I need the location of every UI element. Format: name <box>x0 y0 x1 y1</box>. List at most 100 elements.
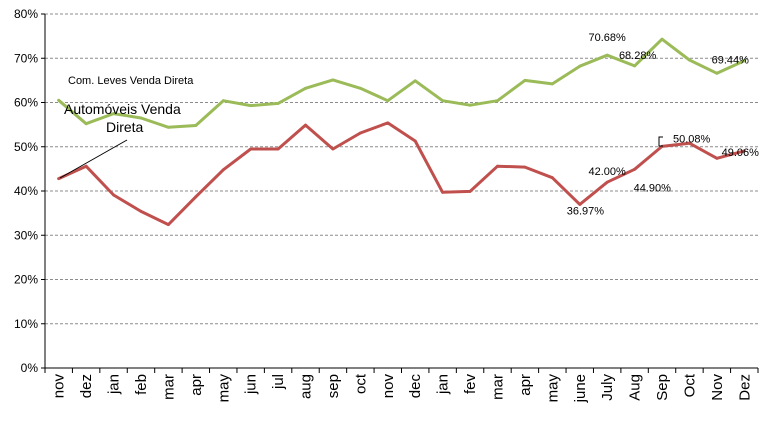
series <box>57 37 746 227</box>
x-tick-label: jan <box>435 374 452 395</box>
data-point <box>578 203 582 206</box>
x-tick-label: Aug <box>627 374 644 401</box>
data-point <box>578 64 582 68</box>
data-point <box>194 195 198 199</box>
data-point <box>386 99 390 103</box>
data-point <box>139 116 143 120</box>
x-tick-label: dec <box>407 374 424 399</box>
data-label: 50.08% <box>673 133 711 145</box>
data-point <box>167 125 170 129</box>
x-tick-label: July <box>599 374 616 401</box>
x-tick-label: sep <box>325 374 342 398</box>
data-point <box>84 164 88 168</box>
y-tick-label: 30% <box>14 228 38 242</box>
x-tick-label: nov <box>51 374 68 399</box>
data-point <box>57 177 61 181</box>
data-point <box>57 98 61 102</box>
data-point <box>715 156 719 160</box>
data-point <box>496 99 499 103</box>
y-tick-label: 70% <box>14 51 38 65</box>
y-tick-label: 20% <box>14 273 38 287</box>
x-tick-label: mar <box>160 374 177 400</box>
data-point <box>468 190 472 193</box>
data-point <box>331 147 335 151</box>
x-axis-ticks: nov dez jan feb mar apr may jun jul aug sep oct nov d… <box>44 368 759 403</box>
data-point <box>633 64 636 68</box>
x-tick-label: jan <box>106 374 123 395</box>
data-point <box>386 121 390 125</box>
x-tick-label: mar <box>489 374 506 400</box>
data-label: 36.97% <box>567 205 605 217</box>
data-label: 44.90% <box>634 182 672 194</box>
data-point <box>605 180 609 184</box>
x-tick-label: jul <box>270 374 287 390</box>
y-axis-ticks: 0% 10% 20% 30% 40% 50% 60% 70% 80% <box>14 7 45 375</box>
x-tick-label: Oct <box>681 373 698 397</box>
data-point <box>660 37 664 41</box>
x-tick-label: apr <box>188 374 205 396</box>
x-tick-label: nov <box>380 374 397 399</box>
x-tick-label: fev <box>462 374 479 395</box>
x-tick-label: may <box>215 374 232 403</box>
y-tick-label: 0% <box>21 361 39 375</box>
data-point <box>359 86 362 90</box>
data-point <box>167 223 170 227</box>
data-point <box>523 79 527 82</box>
annotation-light-commercial: Com. Leves Venda Direta <box>68 75 194 87</box>
data-point <box>605 53 609 57</box>
data-point <box>359 131 362 135</box>
data-point <box>194 124 198 127</box>
data-label: 69.44% <box>712 55 750 67</box>
series-line-1 <box>57 121 746 227</box>
data-point <box>496 164 499 168</box>
data-point <box>413 79 417 83</box>
data-point <box>221 168 225 172</box>
data-point <box>468 103 472 107</box>
data-point <box>550 176 554 180</box>
data-point <box>304 86 307 90</box>
data-label: 68.28% <box>619 50 657 62</box>
x-tick-label: may <box>544 374 561 403</box>
x-tick-label: Nov <box>709 374 726 401</box>
data-point <box>249 147 253 151</box>
data-point <box>688 58 691 62</box>
y-tick-label: 80% <box>14 7 38 21</box>
data-point <box>742 149 746 153</box>
annotation-cars-line1: Automóveis Venda <box>64 101 181 117</box>
data-point <box>441 190 444 194</box>
x-tick-label: june <box>572 374 589 403</box>
y-tick-label: 60% <box>14 96 38 110</box>
x-tick-label: Dez <box>736 374 753 401</box>
data-point <box>550 82 554 86</box>
data-point <box>304 123 307 127</box>
data-point <box>633 167 636 171</box>
annotation-leader-line <box>59 139 128 179</box>
x-tick-label: feb <box>133 374 150 395</box>
x-tick-label: dez <box>78 374 95 398</box>
y-tick-label: 50% <box>14 140 38 154</box>
data-point <box>523 165 527 169</box>
y-tick-label: 10% <box>14 317 38 331</box>
data-point <box>413 139 417 143</box>
data-label: 70.68% <box>589 32 627 44</box>
data-point <box>715 71 719 75</box>
x-tick-label: apr <box>517 374 534 396</box>
annotation-cars-line2: Direta <box>106 119 144 135</box>
data-point <box>441 99 444 103</box>
series-line-0 <box>57 37 746 129</box>
data-label: 42.00% <box>589 166 627 178</box>
annotations: Com. Leves Venda Direta Automóveis Venda… <box>59 75 663 179</box>
data-label: 49.06% <box>722 147 760 159</box>
data-point <box>112 112 115 115</box>
x-tick-label: Sep <box>654 374 671 401</box>
data-point <box>276 147 280 151</box>
x-tick-label: oct <box>352 373 369 394</box>
data-point <box>249 104 253 107</box>
data-point <box>112 193 115 197</box>
data-point <box>331 78 335 82</box>
data-labels: 70.68%68.28%74.30%69.44%36.97%42.00%44.9… <box>567 32 760 217</box>
x-tick-label: jun <box>243 374 260 395</box>
data-point <box>84 122 88 126</box>
data-point <box>139 210 143 213</box>
